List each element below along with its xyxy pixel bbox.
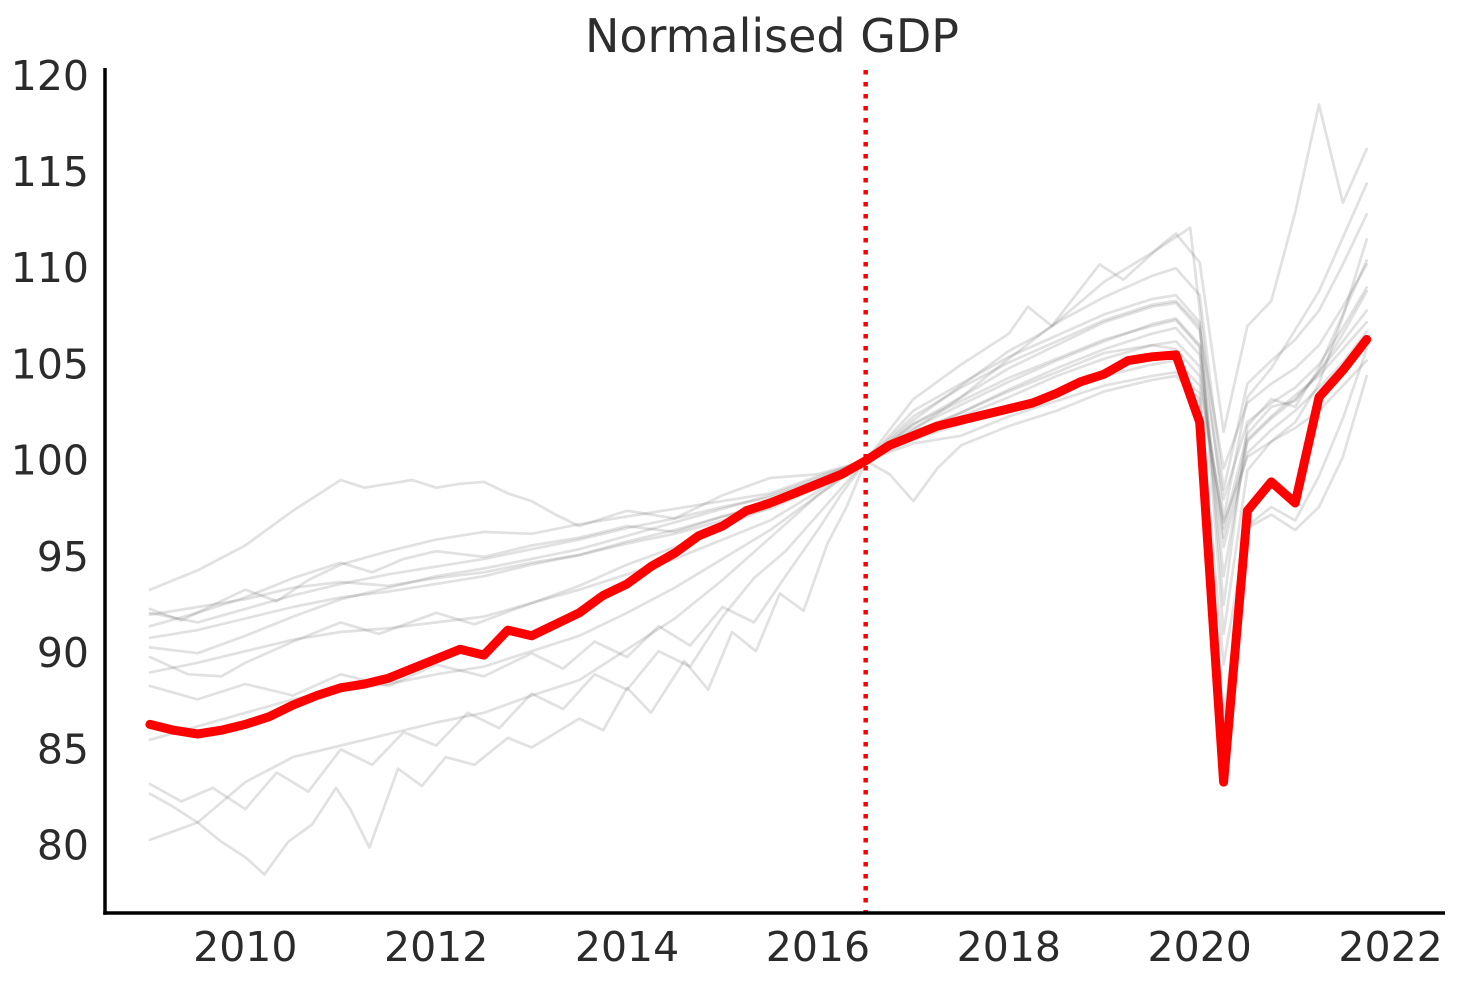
x-tick-label: 2022 [1338,923,1442,971]
y-tick-label: 90 [37,629,89,677]
highlighted-series-line [145,335,1372,787]
background-series-line [148,359,1369,617]
background-series-line [148,259,1369,811]
chart-title: Normalised GDP [585,9,959,63]
background-series-line [148,347,1369,876]
background-series-line [148,238,1369,701]
x-tick-label: 2020 [1148,923,1252,971]
background-series-line [148,370,1369,722]
x-tick-label: 2016 [766,923,870,971]
y-tick-label: 85 [37,725,89,773]
y-tick-label: 115 [11,148,89,196]
background-series-line [148,212,1369,624]
background-series-line [148,263,1369,622]
x-tick-label: 2014 [575,923,679,971]
plot-area: 80 85 90 95 100 105 110 115 120 2010 2012 2014 2016 2… [11,52,1445,971]
y-tick-label: 120 [11,52,89,100]
y-tick-label: 105 [11,340,89,388]
y-tick-label: 100 [11,437,89,485]
x-tick-label: 2018 [957,923,1061,971]
y-tick-label: 95 [37,533,89,581]
x-tick-label: 2012 [384,923,488,971]
x-tick-label: 2010 [193,923,297,971]
y-tick-label: 80 [37,822,89,870]
background-series-line [148,103,1369,842]
y-tick-label: 110 [11,244,89,292]
